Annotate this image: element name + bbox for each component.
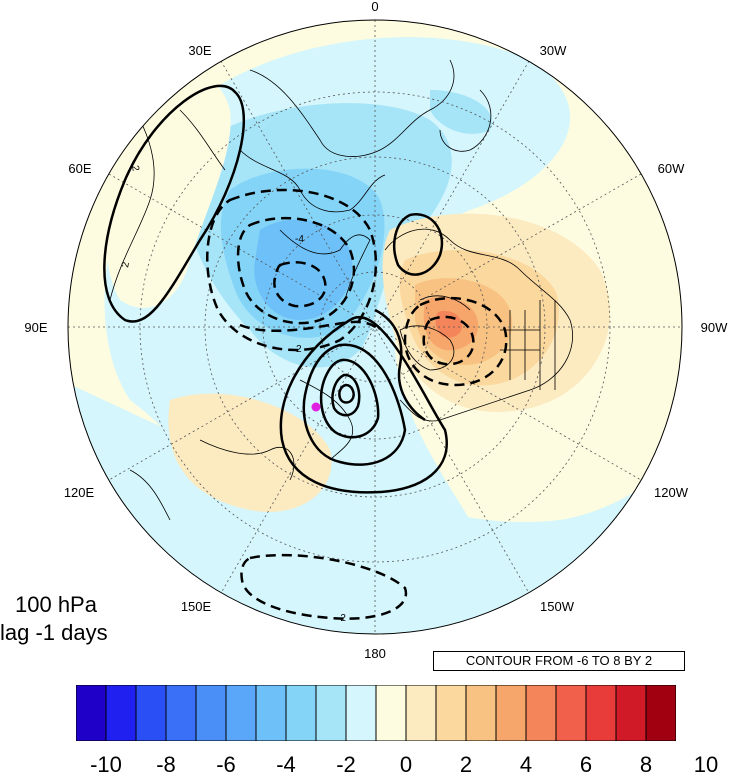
colorbar-swatch [105, 685, 137, 741]
colorbar-tick-label: -4 [276, 752, 296, 777]
colorbar-tick-labels: -10 -8 -6 -4 -2 0 2 4 6 8 10 [0, 752, 733, 782]
colorbar-tick-label: -10 [90, 752, 122, 777]
colorbar-swatch [255, 685, 287, 741]
contour-labels: 2 -4 2 2 -2 [120, 165, 346, 624]
colorbar-swatch [315, 685, 347, 741]
colorbar-swatch [225, 685, 257, 741]
contour-label: -4 [295, 234, 304, 245]
contour-positive-pacific-2 [302, 343, 407, 466]
colorbar-tick-label: 10 [693, 752, 719, 777]
colorbar-swatch [195, 685, 227, 741]
colorbar-swatch [615, 685, 647, 741]
contour-label: 2 [129, 165, 141, 173]
colorbar-tick-label: 6 [579, 752, 593, 777]
colorbar-swatch [76, 685, 107, 741]
lon-label-60e: 60E [68, 161, 91, 176]
contour-positive-europe [103, 84, 246, 323]
contour-negative-america-inner [422, 315, 475, 366]
colorbar [76, 685, 676, 741]
lon-label-150e: 150E [181, 599, 212, 614]
contour-label: 2 [120, 261, 132, 269]
contour-positive-atlantic-band [374, 308, 426, 422]
colorbar-tick-label: -2 [336, 752, 356, 777]
colorbar-swatch [525, 685, 557, 741]
lon-label-90w: 90W [701, 320, 728, 335]
colorbar-swatch [165, 685, 197, 741]
colorbar-swatch [495, 685, 527, 741]
contour-negative-link [239, 320, 381, 333]
location-marker [311, 402, 321, 412]
contour-label: -2 [337, 613, 346, 624]
level-label: 100 hPa [15, 592, 97, 617]
longitude-labels: 0 30W 60W 90W 120W 150W 180 150E 120E 90… [24, 0, 728, 661]
contour-positive-pacific-4 [331, 373, 361, 417]
colorbar-swatch [465, 685, 497, 741]
contour-negative-siberia-outer [206, 188, 378, 352]
colorbar-tick-label: 4 [519, 752, 533, 777]
lon-label-120e: 120E [64, 485, 95, 500]
lon-label-30w: 30W [540, 43, 567, 58]
contour-positive-pacific-5 [338, 383, 355, 404]
colorbar-swatch [285, 685, 317, 741]
contour-positive-pacific-outer [279, 316, 448, 494]
colorbar-swatch [135, 685, 167, 741]
lag-label: lag -1 days [0, 620, 108, 645]
colorbar-swatch [375, 685, 407, 741]
colorbar-tick-label: 0 [399, 752, 413, 777]
colorbar-tick-label: -6 [216, 752, 236, 777]
colorbar-swatch [555, 685, 587, 741]
contour-label: 2 [296, 344, 302, 355]
colorbar-tick-label: 8 [639, 752, 653, 777]
colorbar-swatch [585, 685, 617, 741]
lon-label-60w: 60W [658, 161, 685, 176]
lon-label-0: 0 [371, 0, 378, 14]
contour-negative-siberia-inner [273, 261, 327, 308]
contour-negative-siberia-mid [236, 216, 356, 325]
contour-info-box: CONTOUR FROM -6 TO 8 BY 2 [433, 651, 685, 671]
colorbar-swatch [345, 685, 377, 741]
colorbar-swatch [405, 685, 437, 741]
contour-negative-america-outer [403, 296, 508, 387]
colorbar-tick-label: 2 [459, 752, 473, 777]
map-border [67, 19, 683, 635]
lon-label-180: 180 [364, 646, 386, 661]
contour-positive-greenland [393, 212, 443, 276]
colorbar-tick-label: -8 [156, 752, 176, 777]
contour-positive-pacific-3 [319, 358, 380, 439]
lon-label-150w: 150W [540, 599, 575, 614]
contours [103, 84, 508, 620]
lon-label-90e: 90E [24, 320, 47, 335]
polar-map: 2 -4 2 2 -2 0 30W 60W 90W 120W 150W 180 … [24, 0, 728, 661]
colorbar-swatch [435, 685, 467, 741]
lon-label-30e: 30E [188, 43, 211, 58]
colorbar-swatch [645, 685, 676, 741]
lon-label-120w: 120W [654, 485, 689, 500]
contour-negative-pacific-south [240, 553, 408, 620]
